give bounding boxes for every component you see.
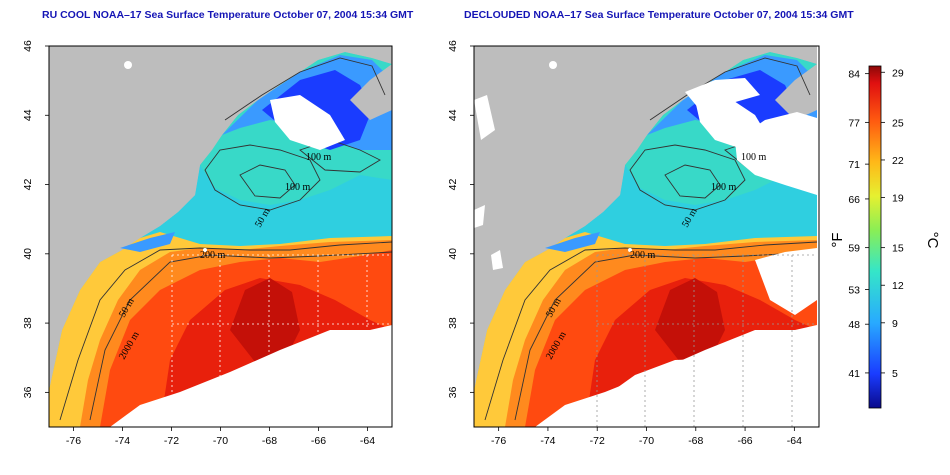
left-map-title: RU COOL NOAA–17 Sea Surface Temperature …: [42, 9, 414, 21]
celsius-tick-label: 19: [892, 193, 904, 205]
celsius-tick-label: 5: [892, 368, 898, 380]
contour-label-100m-b: 100 m: [285, 182, 311, 193]
fahrenheit-tick-label: 84: [848, 69, 860, 81]
fahrenheit-tick-label: 71: [848, 159, 860, 171]
contour-label-200m: 200 m: [630, 250, 656, 261]
contour-label-100m-a: 100 m: [306, 152, 332, 163]
lon-tick-label: -68: [688, 435, 703, 447]
celsius-tick-label: 29: [892, 67, 904, 79]
fahrenheit-unit-label: °F: [829, 232, 846, 247]
fahrenheit-tick-label: 53: [848, 284, 860, 296]
lon-tick-label: -64: [360, 435, 375, 447]
lon-tick-label: -66: [737, 435, 752, 447]
lat-tick-label: 36: [447, 386, 459, 398]
celsius-tick-label: 9: [892, 318, 898, 330]
lat-tick-label: 42: [22, 179, 34, 191]
fahrenheit-tick-label: 48: [848, 319, 860, 331]
fahrenheit-tick-label: 41: [848, 368, 860, 380]
lat-tick-label: 44: [447, 109, 459, 121]
left-map-axes: -76 -74 -72 -70 -68 -66 -64 46 44 42 40 38 36: [22, 40, 375, 447]
contour-label-100m-b: 100 m: [711, 182, 737, 193]
celsius-tick-label: 15: [892, 243, 904, 255]
contour-label-100m-a: 100 m: [741, 152, 767, 163]
lon-tick-label: -76: [66, 435, 81, 447]
lon-tick-label: -76: [491, 435, 506, 447]
fahrenheit-tick-label: 66: [848, 194, 860, 206]
lon-tick-label: -66: [311, 435, 326, 447]
lon-tick-label: -70: [639, 435, 654, 447]
lon-tick-label: -72: [164, 435, 179, 447]
lat-tick-label: 36: [22, 386, 34, 398]
lat-tick-label: 38: [447, 317, 459, 329]
temperature-colorbar: 29 25 22 19 15 12 9 5 84 77 71 66 59 53 48 41 °F °C: [829, 65, 941, 409]
fahrenheit-tick-label: 77: [848, 117, 860, 129]
lat-tick-label: 42: [447, 179, 459, 191]
celsius-unit-label: °C: [924, 232, 941, 249]
lat-tick-label: 46: [447, 40, 459, 52]
lon-tick-label: -70: [213, 435, 228, 447]
right-map-axes: -76 -74 -72 -70 -68 -66 -64 46 44 42 40 38 36: [447, 40, 802, 447]
lat-tick-label: 38: [22, 317, 34, 329]
contour-label-200m: 200 m: [200, 250, 226, 261]
right-map-title: DECLOUDED NOAA–17 Sea Surface Temperatur…: [464, 9, 854, 21]
lon-tick-label: -72: [590, 435, 605, 447]
celsius-tick-label: 12: [892, 280, 904, 292]
lon-tick-label: -74: [540, 435, 555, 447]
left-sst-map: 100 m 100 m 50 m 200 m 50 m 2000 m: [48, 45, 393, 428]
lon-tick-label: -68: [262, 435, 277, 447]
lon-tick-label: -74: [115, 435, 130, 447]
colorbar-gradient: [868, 65, 882, 409]
lat-tick-label: 40: [447, 248, 459, 260]
celsius-tick-label: 22: [892, 155, 904, 167]
right-sst-map: 100 m 100 m 50 m 200 m 50 m 2000 m: [473, 45, 820, 428]
lat-tick-label: 46: [22, 40, 34, 52]
celsius-tick-label: 25: [892, 117, 904, 129]
lat-tick-label: 40: [22, 248, 34, 260]
lat-tick-label: 44: [22, 109, 34, 121]
fahrenheit-tick-label: 59: [848, 243, 860, 255]
lon-tick-label: -64: [787, 435, 802, 447]
